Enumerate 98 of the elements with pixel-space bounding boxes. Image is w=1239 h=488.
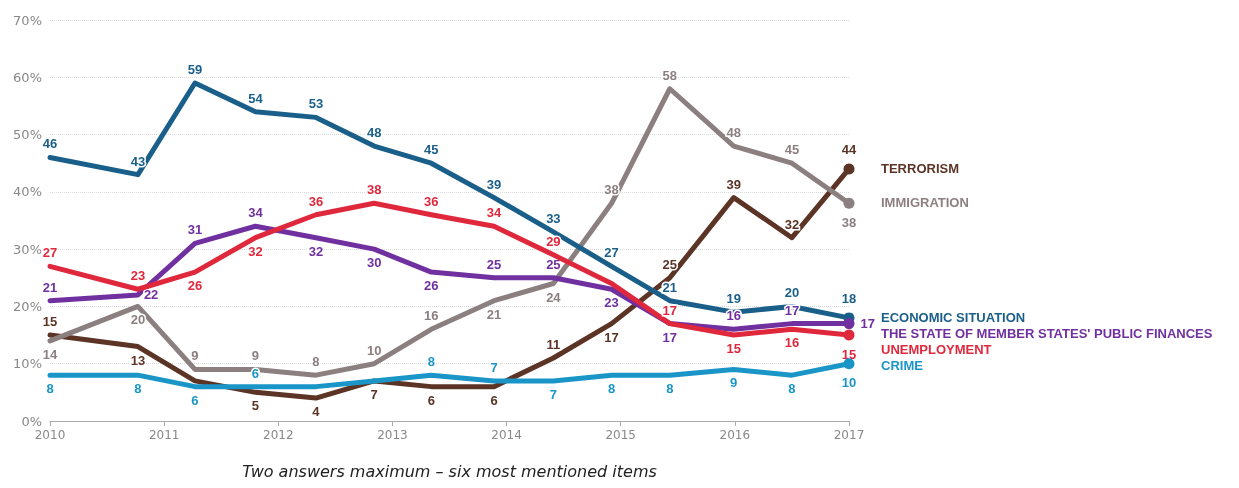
- data-label: 19: [726, 291, 741, 307]
- data-label: 25: [486, 256, 502, 272]
- x-tick-label: 2012: [263, 428, 294, 442]
- data-label: 17: [604, 329, 619, 345]
- data-label: 20: [784, 285, 800, 301]
- x-axis-title: Two answers maximum – six most mentioned items: [242, 461, 657, 481]
- data-label: 39: [726, 176, 741, 192]
- data-label: 38: [841, 214, 857, 230]
- text: IMMIGRATION: [881, 195, 969, 211]
- data-label: 22: [143, 287, 159, 303]
- data-label: 38: [366, 182, 382, 198]
- data-label: 7: [549, 386, 557, 402]
- data-label: 33: [546, 210, 561, 226]
- data-label: 5: [251, 398, 260, 414]
- data-label: 24: [546, 289, 562, 305]
- data-label: 13: [130, 352, 146, 368]
- text: THE STATE OF MEMBER STATES' PUBLIC FINANCES: [881, 325, 1213, 341]
- data-label: 31: [187, 222, 203, 238]
- data-label: 6: [191, 392, 199, 408]
- data-label: 30: [366, 255, 382, 271]
- data-label: 34: [486, 205, 503, 221]
- data-label: 25: [662, 256, 678, 272]
- data-label: 6: [490, 392, 498, 408]
- data-label: 26: [424, 278, 439, 294]
- data-label: 20: [130, 312, 146, 328]
- data-label: 8: [312, 354, 320, 370]
- data-label: 15: [42, 314, 58, 330]
- x-tick-label: 2017: [833, 428, 865, 442]
- data-label: 11: [546, 336, 561, 352]
- text: CRIME: [881, 357, 924, 373]
- x-tick-label: 2013: [377, 428, 408, 442]
- data-label: 17: [662, 329, 678, 345]
- text: UNEMPLOYMENT: [881, 341, 992, 357]
- data-label: 27: [604, 245, 619, 261]
- x-tick-label: 2015: [605, 428, 636, 442]
- data-label: 44: [841, 142, 857, 158]
- data-label: 26: [187, 278, 203, 294]
- data-label: 29: [546, 233, 561, 249]
- data-label: 54: [248, 90, 264, 106]
- y-tick-label: 40%: [13, 184, 42, 200]
- data-label: 8: [666, 381, 674, 397]
- data-label: 23: [604, 295, 619, 311]
- data-label: 14: [42, 346, 58, 362]
- data-label: 15: [726, 341, 741, 357]
- data-label: 16: [784, 335, 800, 351]
- y-tick-label: 30%: [13, 241, 42, 257]
- data-label: 21: [42, 279, 58, 295]
- data-label: 21: [662, 279, 678, 295]
- data-label: 27: [42, 245, 58, 261]
- y-tick-label: 0%: [21, 413, 42, 429]
- text: TERRORISM: [881, 160, 959, 176]
- data-label: 8: [427, 354, 435, 370]
- x-tick-label: 2011: [148, 428, 180, 442]
- data-label: 4: [312, 404, 321, 420]
- data-label: 9: [251, 348, 260, 364]
- text: ECONOMIC SITUATION: [881, 309, 1026, 325]
- data-label: 17: [860, 316, 875, 332]
- data-label: 21: [486, 306, 502, 322]
- data-label: 6: [427, 392, 435, 408]
- data-label: 58: [662, 67, 678, 83]
- y-tick-label: 60%: [13, 69, 42, 85]
- data-label: 25: [546, 256, 561, 272]
- data-label: 32: [308, 243, 324, 259]
- data-label: 7: [370, 386, 378, 402]
- data-label: 48: [726, 125, 741, 141]
- data-label: 53: [308, 96, 324, 112]
- data-label: 48: [366, 125, 382, 141]
- data-label: 45: [424, 142, 439, 158]
- data-label: 36: [424, 193, 439, 209]
- x-tick-label: 2016: [719, 428, 751, 442]
- data-label: 16: [424, 308, 439, 324]
- data-label: 18: [841, 291, 857, 307]
- x-tick-label: 2014: [491, 428, 522, 442]
- data-label: 17: [662, 302, 678, 318]
- y-tick-label: 70%: [13, 12, 42, 28]
- data-label: 8: [607, 381, 616, 397]
- y-tick-label: 20%: [13, 298, 42, 314]
- data-label: 45: [784, 142, 800, 158]
- data-label: 8: [46, 381, 54, 397]
- data-label: 10: [366, 342, 382, 358]
- data-label: 7: [490, 359, 498, 375]
- x-tick-label: 2010: [34, 428, 66, 442]
- data-label: 9: [191, 348, 199, 364]
- y-tick-label: 50%: [13, 127, 42, 143]
- data-label: 46: [42, 136, 58, 152]
- data-label: 10: [841, 375, 857, 391]
- data-label: 23: [130, 268, 146, 284]
- data-label: 32: [784, 216, 800, 232]
- data-label: 8: [788, 381, 796, 397]
- data-label: 32: [248, 243, 263, 259]
- data-label: 36: [308, 193, 324, 209]
- y-tick-label: 10%: [13, 356, 42, 372]
- data-label: 39: [486, 176, 502, 192]
- data-label: 59: [187, 62, 203, 78]
- data-label: 8: [134, 381, 142, 397]
- data-label: 34: [248, 205, 264, 221]
- data-label: 9: [730, 375, 738, 391]
- data-label: 15: [841, 346, 857, 362]
